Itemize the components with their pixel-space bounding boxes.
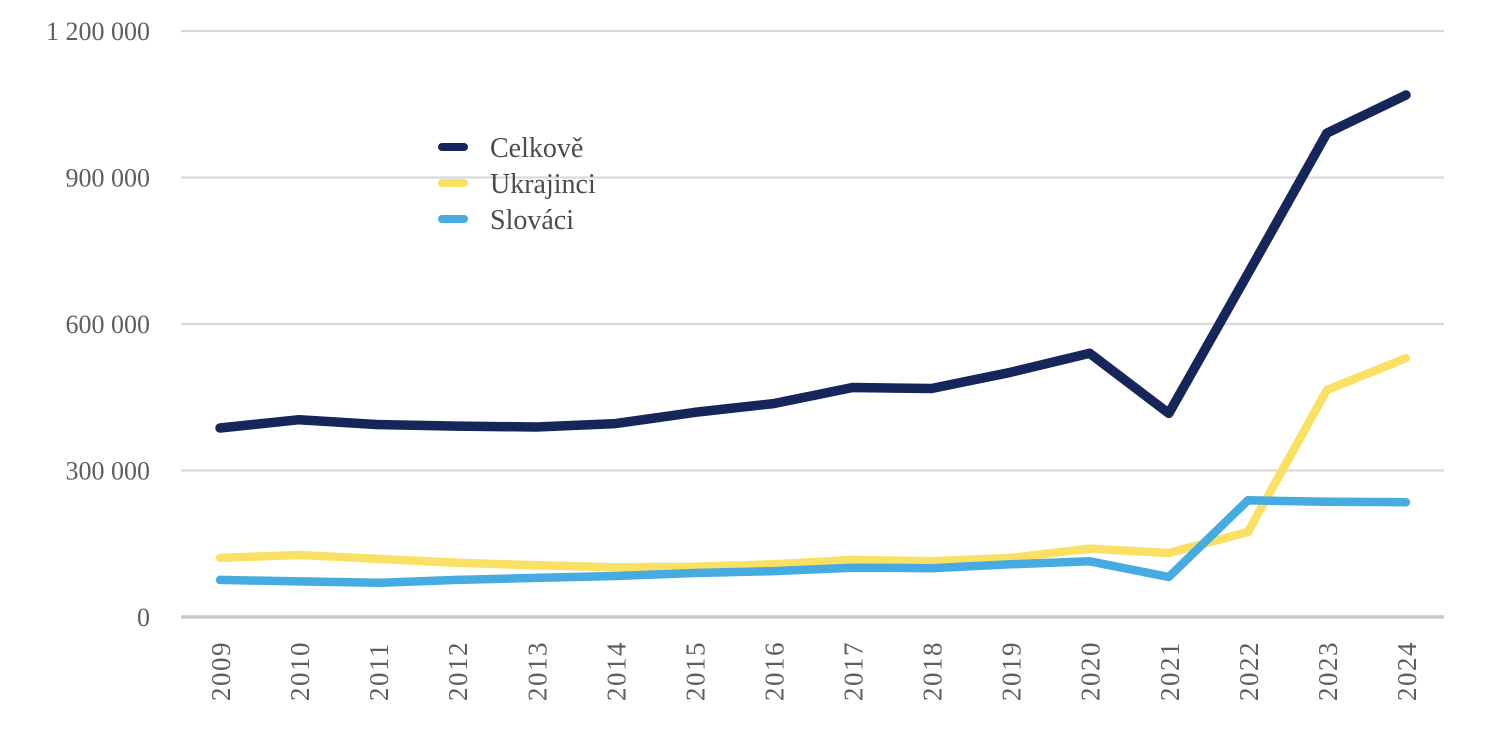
y-axis-tick-label: 900 000 [66, 164, 151, 193]
x-axis-tick-label: 2015 [680, 641, 710, 701]
x-axis-tick-label: 2023 [1313, 641, 1343, 701]
legend-item-slovci: Slováci [438, 205, 574, 236]
x-axis-tick-label: 2011 [364, 642, 394, 701]
legend-label: Slováci [490, 205, 574, 236]
x-axis-tick-label: 2010 [285, 641, 315, 701]
x-axis-tick-label: 2009 [206, 641, 236, 701]
legend-item-ukrajinci: Ukrajinci [438, 169, 596, 200]
legend-item-celkov: Celkově [438, 133, 583, 164]
y-axis-tick-label: 0 [137, 603, 150, 632]
x-axis-tick-label: 2019 [997, 641, 1027, 701]
x-axis-tick-label: 2018 [918, 641, 948, 701]
series-line-slovci [215, 496, 1411, 588]
x-axis-tick-label: 2022 [1234, 641, 1264, 701]
y-axis-tick-label: 600 000 [66, 310, 151, 339]
series-line-celkov [215, 90, 1411, 433]
x-axis-tick-label: 2020 [1076, 641, 1106, 701]
x-axis-labels-group: 2009 2010 2011 2012 2013 2014 2015 2016 2017 2018… [206, 641, 1422, 701]
legend-swatch-icon [438, 179, 468, 187]
legend-swatch-icon [438, 215, 468, 223]
legend-label: Celkově [490, 133, 583, 164]
series-lines-group [215, 90, 1411, 588]
x-axis-tick-label: 2021 [1155, 641, 1185, 701]
y-axis-labels-group: 0 300 000 600 000 900 000 1 200 000 [46, 17, 150, 632]
legend-swatch-icon [438, 143, 468, 151]
x-axis-tick-label: 2016 [759, 641, 789, 701]
legend-label: Ukrajinci [490, 169, 596, 200]
series-line-ukrajinci [215, 353, 1411, 572]
x-axis-tick-label: 2013 [522, 641, 552, 701]
x-axis-tick-label: 2012 [443, 641, 473, 701]
x-axis-tick-label: 2024 [1392, 641, 1422, 701]
x-axis-tick-label: 2017 [839, 641, 869, 701]
y-axis-tick-label: 300 000 [66, 457, 151, 486]
y-axis-tick-label: 1 200 000 [46, 17, 150, 46]
gridlines-group [181, 29, 1444, 619]
legend: Celkově Ukrajinci Slováci [438, 133, 596, 236]
x-axis-tick-label: 2014 [601, 641, 631, 701]
